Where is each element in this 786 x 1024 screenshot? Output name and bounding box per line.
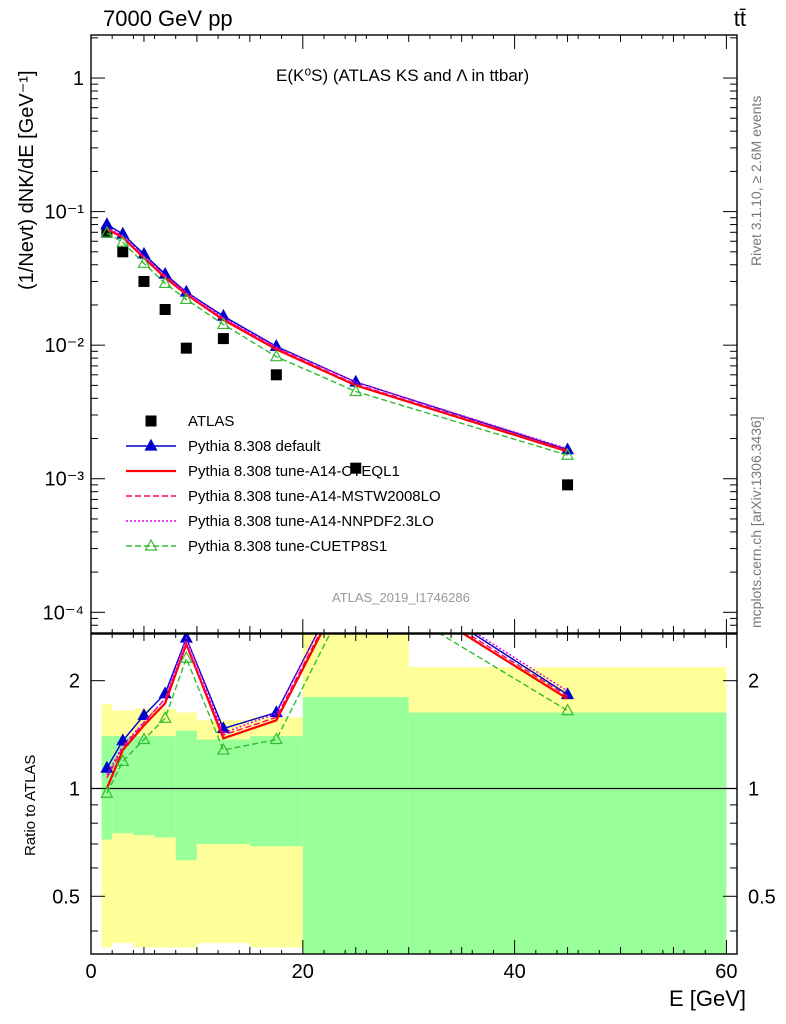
legend-label: Pythia 8.308 tune-CUETP8S1	[188, 537, 388, 555]
ratio-y-tick-label: 0.5	[52, 886, 80, 908]
legend-label: Pythia 8.308 tune-A14-MSTW2008LO	[188, 487, 441, 505]
data-point	[137, 256, 151, 268]
data-point	[561, 447, 575, 460]
ratio-series-layer	[91, 577, 737, 798]
data-point	[216, 317, 230, 330]
legend-entry: Pythia 8.308 default	[120, 434, 321, 458]
chart-title: E(K⁰S) (ATLAS KS and Λ in ttbar)	[276, 66, 530, 85]
rivet-version-label: Rivet 3.1.10, ≥ 2.6M events	[748, 95, 764, 266]
y-tick-label: 10⁻¹	[45, 202, 85, 224]
legend-entry: Pythia 8.308 tune-A14-CTEQL1	[120, 459, 400, 483]
series-line	[106, 232, 568, 456]
stat-uncertainty-band	[196, 739, 250, 844]
legend-marker	[144, 538, 158, 551]
x-tick-label: 0	[85, 961, 96, 983]
ratio-line	[106, 634, 568, 794]
x-tick-label: 40	[503, 961, 525, 983]
x-tick-label: 20	[292, 961, 314, 983]
data-point	[138, 275, 150, 287]
main-y-axis-label: (1/Nevt) dNK/dE [GeV⁻¹]	[16, 70, 38, 290]
y-tick-label: 1	[73, 68, 84, 90]
series-pythia-8-308-tune-cuetp8s1	[100, 225, 575, 460]
stat-uncertainty-band	[154, 736, 176, 838]
legend-label: Pythia 8.308 tune-A14-NNPDF2.3LO	[188, 512, 434, 530]
stat-uncertainty-band	[249, 736, 303, 847]
data-point	[158, 276, 172, 289]
ratio-y-axis-label: Ratio to ATLAS	[22, 754, 39, 856]
data-point	[159, 303, 171, 315]
legend-swatch	[126, 538, 176, 551]
ratio-point	[561, 703, 575, 716]
data-point	[117, 246, 129, 258]
x-axis-label: E [GeV]	[668, 986, 746, 1011]
stat-uncertainty-band	[175, 730, 197, 861]
x-tick-label: 60	[715, 961, 737, 983]
process-label: tt̄	[733, 6, 746, 31]
stat-uncertainty-band	[408, 712, 727, 954]
y-tick-label: 10⁻⁴	[43, 602, 84, 624]
data-point	[562, 479, 574, 491]
legend-swatch	[126, 495, 176, 497]
legend-label: Pythia 8.308 tune-A14-CTEQL1	[188, 462, 400, 480]
collision-energy-label: 7000 GeV pp	[103, 6, 233, 31]
ratio-line	[106, 634, 568, 776]
ratio-point	[216, 742, 230, 755]
y-tick-label: 10⁻²	[45, 335, 85, 357]
series-atlas	[101, 226, 574, 491]
data-point	[270, 369, 282, 381]
data-point	[217, 333, 229, 345]
ratio-uncertainty-bands	[101, 634, 727, 954]
ratio-point	[100, 760, 114, 773]
data-point	[180, 342, 192, 354]
ratio-point	[158, 711, 172, 723]
ratio-y-tick-label-right: 1	[748, 778, 759, 800]
ratio-pythia-8-308-tune-a14-nnpdf2-3lo	[106, 634, 568, 776]
legend-label: ATLAS	[188, 412, 235, 430]
mcplots-source-label: mcplots.cern.ch [arXiv:1306.3436]	[748, 416, 764, 628]
ratio-point	[269, 732, 283, 745]
legend-marker	[144, 438, 158, 451]
ratio-y-tick-label: 2	[69, 671, 80, 693]
legend-entry: Pythia 8.308 tune-CUETP8S1	[120, 534, 387, 558]
data-point	[179, 292, 193, 305]
ratio-point	[100, 785, 114, 798]
legend-swatch	[145, 415, 157, 427]
stat-uncertainty-band	[302, 697, 409, 954]
legend-marker	[145, 415, 157, 427]
y-tick-label: 10⁻³	[45, 469, 85, 491]
ratio-pythia-8-308-tune-cuetp8s1	[100, 577, 575, 798]
ratio-y-tick-label-right: 0.5	[748, 886, 776, 908]
ratio-plot-frame	[90, 633, 738, 955]
legend-entry: ATLAS	[120, 409, 234, 433]
data-point	[350, 462, 362, 474]
legend-entry: Pythia 8.308 tune-A14-MSTW2008LO	[120, 484, 441, 508]
legend-swatch	[126, 520, 176, 522]
ratio-point	[179, 651, 193, 663]
stat-uncertainty-band	[133, 736, 155, 836]
legend-entry: Pythia 8.308 tune-A14-NNPDF2.3LO	[120, 509, 434, 533]
data-point	[101, 226, 113, 238]
main-series-layer	[100, 217, 575, 491]
data-point	[116, 234, 130, 247]
data-point	[269, 349, 283, 362]
ratio-y-tick-label-right: 2	[748, 671, 759, 693]
legend-label: Pythia 8.308 default	[188, 437, 321, 455]
main-plot-frame	[90, 34, 738, 634]
ratio-point	[137, 732, 151, 745]
data-point	[349, 384, 363, 397]
axes-layer: 0 20 40 60 10⁻⁴ 10⁻³ 10⁻² 10⁻¹ 1 0.5 0.5 1 1 2 2	[43, 34, 776, 983]
ratio-line	[106, 634, 568, 779]
ratio-point	[137, 708, 151, 720]
analysis-watermark: ATLAS_2019_I1746286	[332, 590, 470, 605]
legend-swatch	[126, 469, 176, 473]
ratio-y-tick-label: 1	[69, 778, 80, 800]
ratio-pythia-8-308-tune-a14-mstw2008lo	[106, 634, 568, 779]
ratio-point	[350, 577, 361, 587]
data-point	[100, 225, 114, 238]
legend-swatch	[126, 438, 176, 451]
ratio-point	[116, 754, 130, 767]
